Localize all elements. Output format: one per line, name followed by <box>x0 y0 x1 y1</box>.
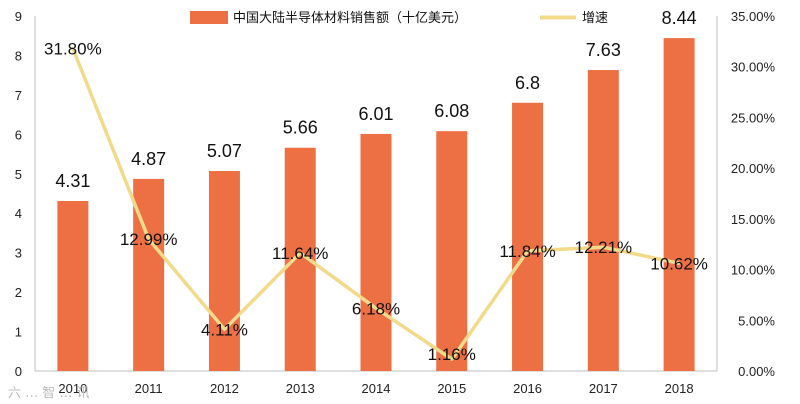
x-tick-label: 2012 <box>210 381 239 396</box>
left-y-tick-label: 1 <box>15 325 22 340</box>
growth-point <box>601 245 605 249</box>
bar-value-label: 6.08 <box>434 101 469 121</box>
growth-point <box>147 237 151 241</box>
legend: 中国大陆半导体材料销售额（十亿美元） 增速 <box>190 10 608 26</box>
growth-point <box>526 249 530 253</box>
bar-value-label: 5.07 <box>207 141 242 161</box>
growth-rate-label: 12.21% <box>574 238 632 257</box>
right-y-tick-label: 0.00% <box>738 364 775 379</box>
x-tick-label: 2011 <box>135 381 163 396</box>
left-y-tick-label: 0 <box>15 364 22 379</box>
growth-rate-label: 6.18% <box>352 299 400 318</box>
bar <box>587 70 619 372</box>
growth-point <box>298 251 302 255</box>
growth-point <box>374 306 378 310</box>
legend-line-label: 增速 <box>582 11 608 26</box>
growth-point <box>71 46 75 50</box>
bar-value-label: 4.31 <box>55 171 90 191</box>
growth-rate-label: 11.64% <box>272 244 328 263</box>
right-y-tick-labels: 0.00% 5.00% 10.00% 15.00% 20.00% 25.00% 30.00%… <box>731 9 776 379</box>
bar <box>663 38 695 371</box>
x-tick-label: 2017 <box>589 381 618 396</box>
bar <box>436 131 468 371</box>
growth-rate-label: 12.99% <box>120 230 178 249</box>
right-y-tick-label: 10.00% <box>731 263 776 278</box>
right-y-tick-label: 20.00% <box>731 161 776 176</box>
left-y-tick-label: 7 <box>15 88 22 103</box>
x-tick-label: 2013 <box>286 381 315 396</box>
legend-bar-swatch <box>190 11 228 24</box>
x-tick-labels: 2010 2011 2012 2013 2014 2015 2016 2017 2018 <box>58 381 693 396</box>
x-tick-label: 2010 <box>58 381 87 396</box>
growth-rate-label: 4.11% <box>201 320 248 339</box>
right-y-tick-label: 5.00% <box>738 313 775 328</box>
bar-value-label: 5.66 <box>283 118 318 138</box>
bar-value-label: 7.63 <box>586 40 621 60</box>
right-y-tick-label: 35.00% <box>731 9 776 24</box>
x-tick-label: 2016 <box>513 381 542 396</box>
bar <box>57 200 89 371</box>
left-y-tick-label: 2 <box>15 285 22 300</box>
bar <box>360 133 392 371</box>
x-tick-label: 2014 <box>362 381 391 396</box>
bar <box>512 102 544 372</box>
growth-line-group <box>71 46 681 361</box>
growth-rate-label: 10.62% <box>650 254 708 273</box>
bar-value-label: 8.44 <box>662 8 697 28</box>
growth-point <box>450 357 454 361</box>
growth-point <box>222 327 226 331</box>
right-y-tick-label: 30.00% <box>731 60 776 75</box>
x-tick-label: 2018 <box>665 381 694 396</box>
left-y-tick-label: 9 <box>15 9 22 24</box>
left-y-tick-label: 6 <box>15 127 22 142</box>
growth-rate-label: 31.80% <box>44 39 102 58</box>
growth-point <box>677 261 681 265</box>
left-y-tick-labels: 0 1 2 3 4 5 6 7 8 9 <box>15 9 22 379</box>
bar <box>208 171 240 371</box>
bar-value-label: 4.87 <box>131 149 166 169</box>
legend-bar-label: 中国大陆半导体材料销售额（十亿美元） <box>233 10 467 26</box>
right-y-tick-label: 25.00% <box>731 110 776 125</box>
left-y-tick-label: 8 <box>15 48 22 63</box>
growth-rate-label: 11.84% <box>499 242 555 261</box>
bars <box>57 38 695 372</box>
left-y-tick-label: 5 <box>15 167 22 182</box>
watermark: 六 … 智 … 讯 <box>8 386 90 401</box>
bar-value-label: 6.8 <box>515 73 540 93</box>
growth-rate-labels: 31.80% 12.99% 4.11% 11.64% 6.18% 1.16% 11.84% 1… <box>44 39 708 364</box>
bar-value-label: 6.01 <box>358 104 393 124</box>
left-y-tick-label: 4 <box>15 206 22 221</box>
bar-value-labels: 4.31 4.87 5.07 5.66 6.01 6.08 6.8 7.63 8.44 <box>55 8 696 191</box>
growth-rate-label: 1.16% <box>428 345 476 364</box>
left-y-tick-label: 3 <box>15 246 22 261</box>
x-tick-label: 2015 <box>437 381 466 396</box>
right-y-tick-label: 15.00% <box>731 212 776 227</box>
